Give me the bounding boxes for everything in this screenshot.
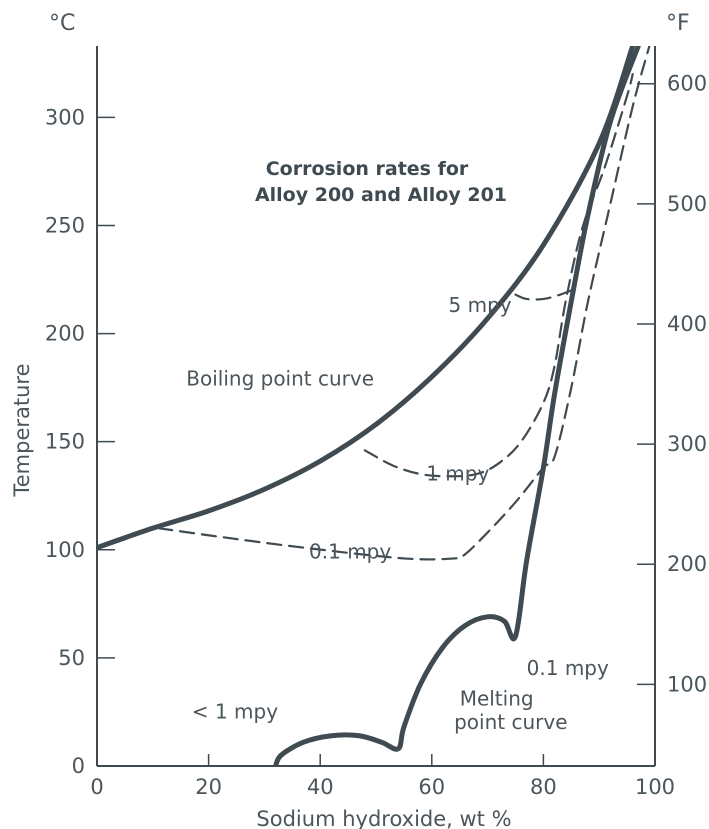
left-y-tick-label: 0 (72, 754, 85, 778)
right-y-tick-label: 600 (667, 72, 707, 96)
y-axis-title: Temperature (10, 363, 34, 497)
right-unit-label: °F (666, 11, 690, 36)
annotation-label: Boiling point curve (186, 366, 374, 390)
left-y-tick-label: 150 (45, 430, 85, 454)
x-tick-label: 100 (635, 775, 675, 799)
chart-title-line-1: Corrosion rates for (266, 158, 469, 180)
annotation-label: point curve (454, 710, 567, 734)
left-unit-label: °C (49, 11, 75, 36)
x-tick-label: 20 (195, 775, 222, 799)
annotation-label: < 1 mpy (192, 699, 278, 723)
annotation-label: 5 mpy (449, 293, 512, 317)
boiling-point-curve (97, 46, 636, 551)
x-axis-title: Sodium hydroxide, wt % (256, 807, 511, 829)
right-y-tick-label: 300 (667, 432, 707, 456)
left-y-tick-label: 250 (45, 213, 85, 237)
annotation-label: 0.1 mpy (527, 656, 609, 680)
right-y-tick-label: 400 (667, 312, 707, 336)
x-tick-label: 80 (530, 775, 557, 799)
melting-point-curve (273, 46, 641, 766)
left-y-tick-label: 100 (45, 538, 85, 562)
right-y-tick-label: 100 (667, 672, 707, 696)
left-y-tick-label: 50 (58, 646, 85, 670)
corrosion-rate-line (363, 73, 634, 478)
x-tick-label: 0 (90, 775, 103, 799)
chart-title-line-2: Alloy 200 and Alloy 201 (255, 184, 507, 206)
annotation-label: 1 mpy (426, 462, 489, 486)
annotation-label: Melting (460, 686, 534, 710)
left-y-tick-label: 300 (45, 105, 85, 129)
right-y-tick-label: 500 (667, 192, 707, 216)
x-tick-label: 40 (307, 775, 334, 799)
left-y-tick-label: 200 (45, 322, 85, 346)
x-tick-label: 60 (418, 775, 445, 799)
right-y-tick-label: 200 (667, 552, 707, 576)
annotation-label: 0.1 mpy (309, 539, 391, 563)
corrosion-rate-line (514, 287, 578, 301)
corrosion-rate-line (157, 46, 651, 561)
